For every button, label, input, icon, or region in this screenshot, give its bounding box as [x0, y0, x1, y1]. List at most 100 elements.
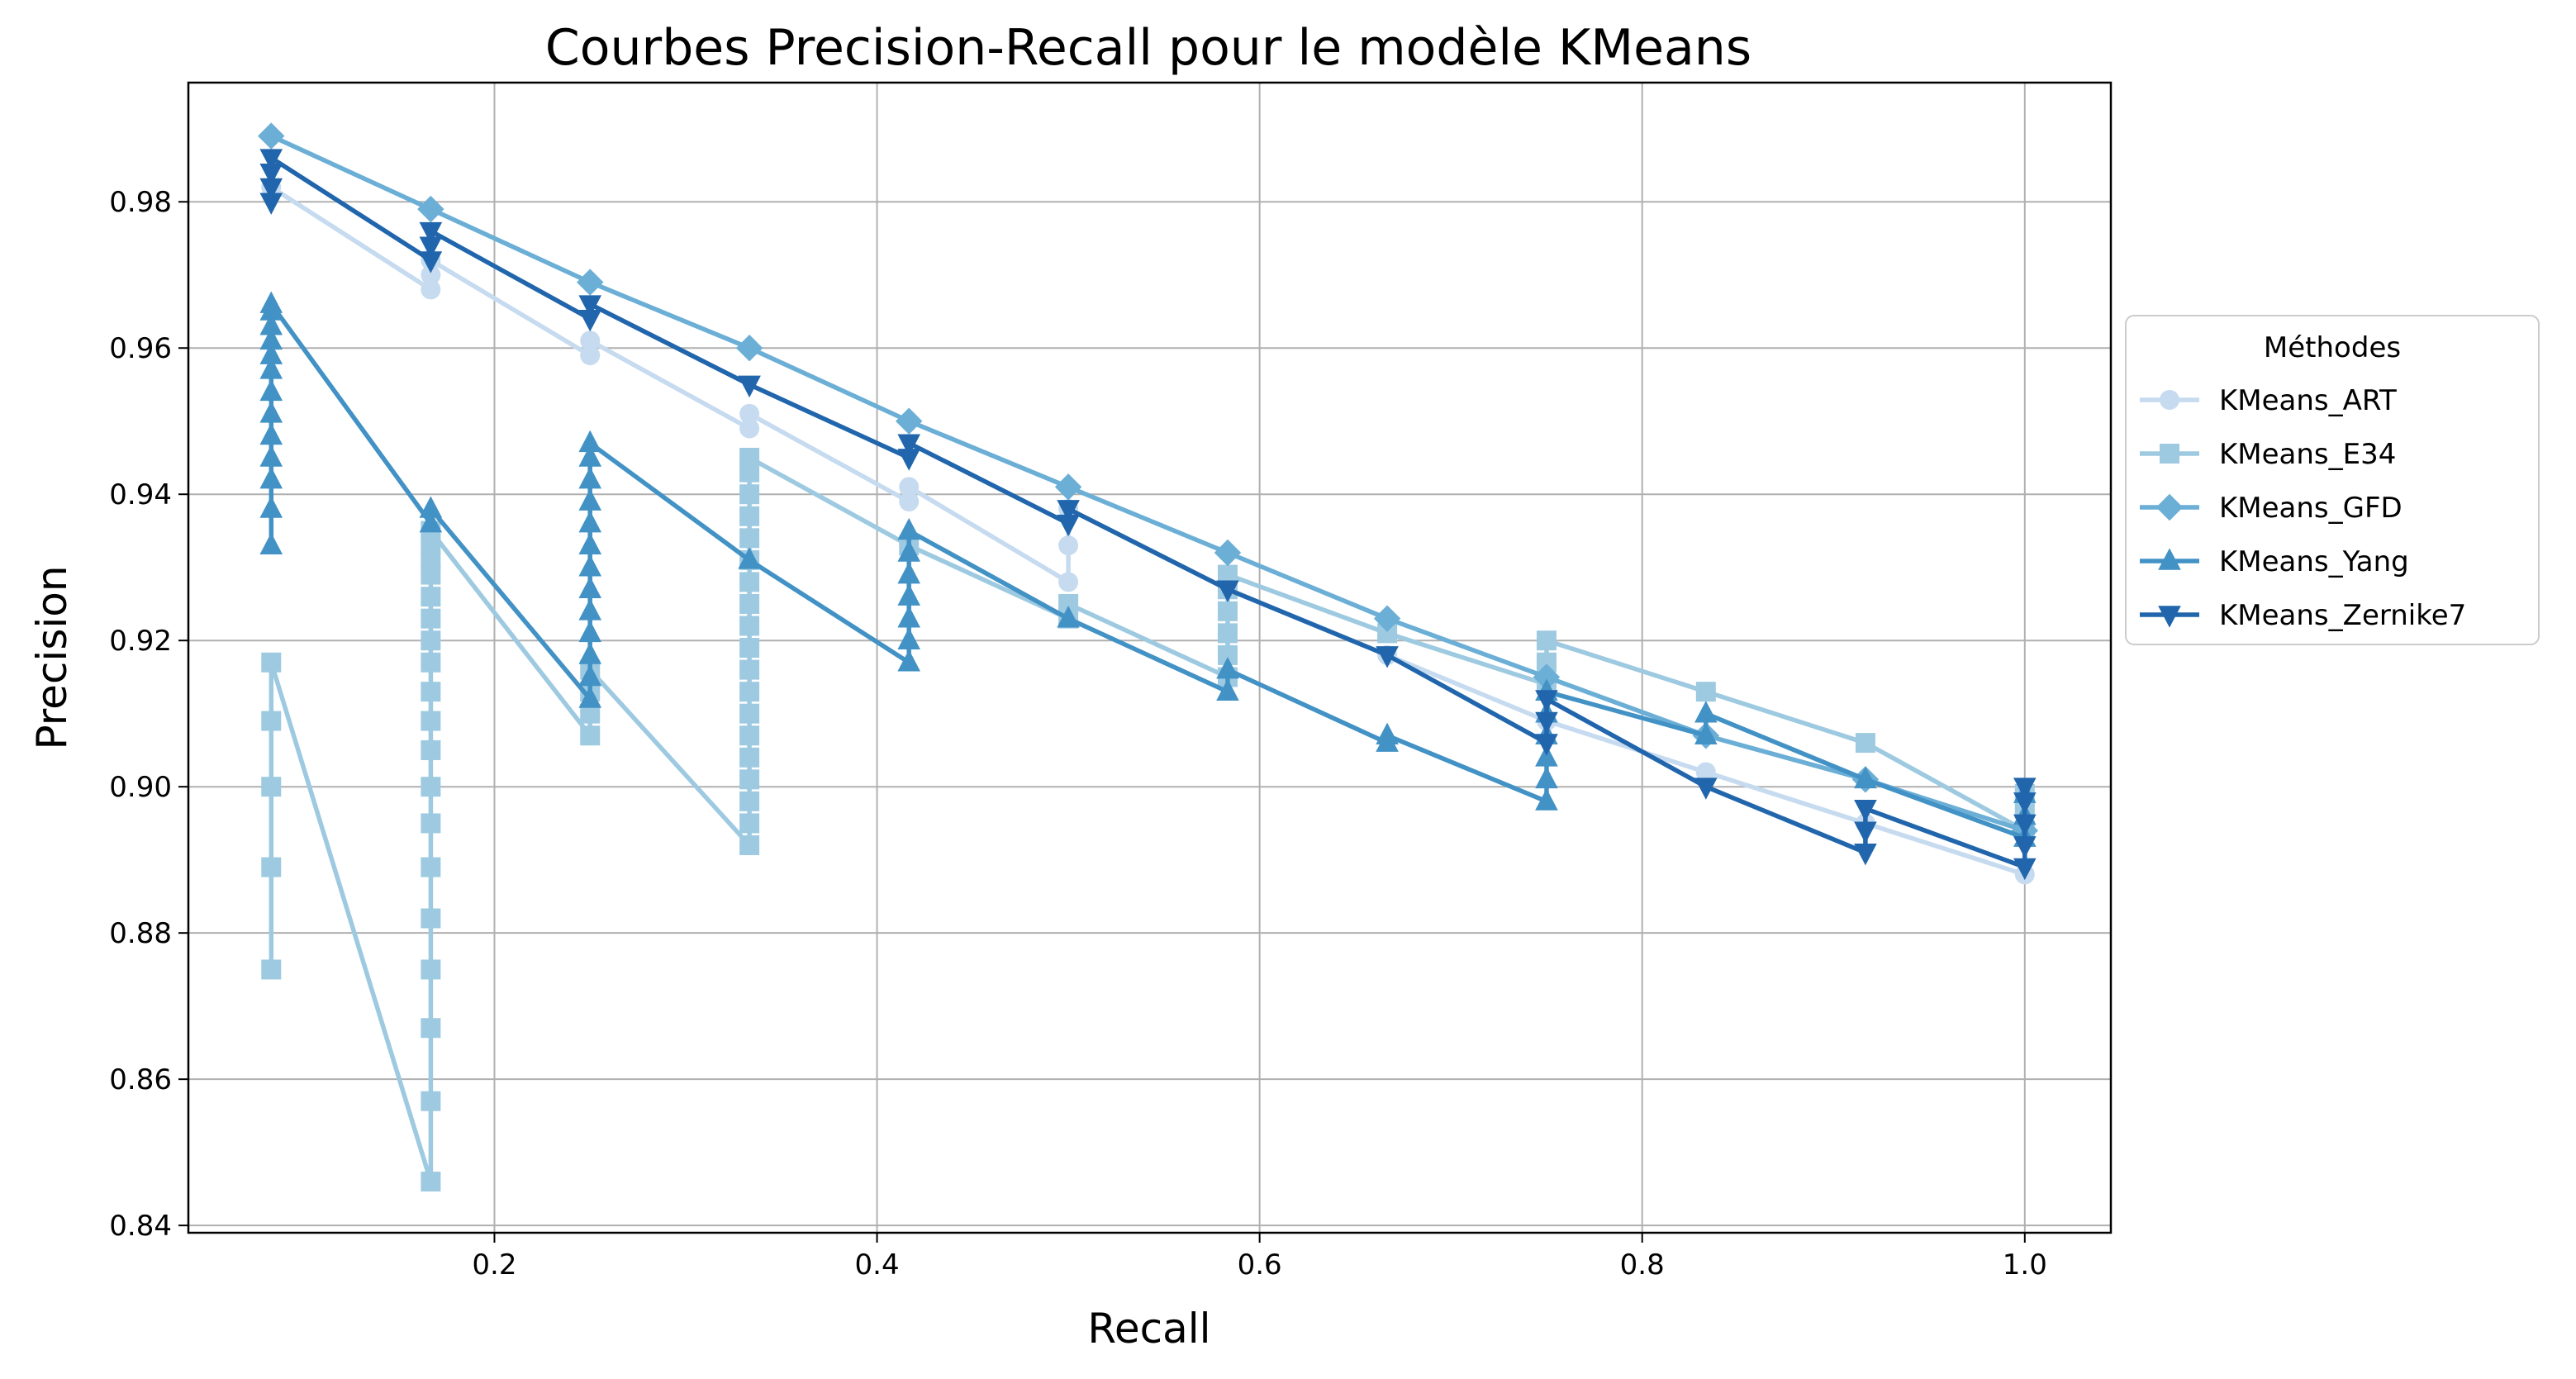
data-point-kmeans-zernike7 — [1216, 580, 1239, 602]
data-point-kmeans-e34 — [739, 659, 760, 680]
data-point-kmeans-e34 — [1536, 630, 1557, 651]
data-point-kmeans-zernike7 — [1535, 690, 1558, 712]
series-layer — [258, 122, 2039, 1192]
data-point-kmeans-e34 — [739, 593, 760, 614]
data-point-kmeans-e34 — [1217, 601, 1238, 621]
y-tick-label: 0.88 — [109, 917, 172, 950]
data-point-kmeans-zernike7 — [2013, 836, 2037, 858]
data-point-kmeans-zernike7 — [259, 149, 283, 171]
data-point-kmeans-e34 — [1217, 623, 1238, 644]
data-point-kmeans-e34 — [421, 777, 441, 797]
data-point-kmeans-zernike7 — [1376, 646, 1399, 668]
data-point-kmeans-e34 — [421, 682, 441, 702]
data-point-kmeans-e34 — [421, 959, 441, 980]
y-tick-label: 0.98 — [109, 186, 172, 219]
data-point-kmeans-yang — [259, 422, 283, 445]
chart-title: Courbes Precision-Recall pour le modèle … — [545, 19, 1751, 77]
data-point-kmeans-zernike7 — [2013, 792, 2037, 815]
y-tick-label: 0.86 — [109, 1063, 172, 1096]
data-point-kmeans-art — [899, 477, 920, 497]
y-tick-label: 0.94 — [109, 478, 172, 511]
legend-title: Méthodes — [2264, 331, 2401, 364]
data-point-kmeans-e34 — [739, 813, 760, 834]
data-point-kmeans-art — [1695, 762, 1716, 782]
series-kmeans-zernike7 — [259, 149, 2037, 881]
data-point-kmeans-gfd — [1214, 539, 1242, 567]
series-line-kmeans-gfd — [270, 134, 2026, 833]
legend-entry-kmeans-e34: KMeans_E34 — [2140, 438, 2396, 471]
data-point-kmeans-zernike7 — [1535, 734, 1558, 756]
data-point-kmeans-zernike7 — [1854, 799, 1877, 822]
data-point-kmeans-e34 — [421, 587, 441, 607]
data-point-kmeans-yang — [897, 561, 921, 584]
legend-label-kmeans-e34: KMeans_E34 — [2219, 438, 2396, 471]
legend-marker-kmeans-gfd — [2155, 493, 2184, 521]
y-tick-label: 0.84 — [109, 1210, 172, 1243]
data-point-kmeans-e34 — [580, 725, 601, 746]
data-point-kmeans-yang — [1216, 678, 1239, 701]
data-point-kmeans-e34 — [421, 857, 441, 877]
data-point-kmeans-e34 — [739, 769, 760, 790]
data-point-kmeans-yang — [259, 401, 283, 423]
legend-entry-kmeans-yang: KMeans_Yang — [2140, 545, 2409, 578]
data-point-kmeans-e34 — [739, 725, 760, 746]
legend-box — [2125, 315, 2540, 645]
data-point-kmeans-zernike7 — [419, 236, 443, 259]
grid — [188, 83, 2111, 1233]
data-point-kmeans-art — [1058, 535, 1079, 556]
data-point-kmeans-yang — [419, 496, 443, 518]
data-point-kmeans-art — [580, 345, 601, 366]
data-point-kmeans-yang — [738, 547, 761, 569]
data-point-kmeans-e34 — [739, 528, 760, 549]
data-point-kmeans-art — [421, 264, 441, 285]
y-axis-label: Precision — [28, 565, 76, 749]
legend-label-kmeans-art: KMeans_ART — [2219, 384, 2397, 417]
y-tick-label: 0.90 — [109, 771, 172, 804]
data-point-kmeans-yang — [578, 466, 602, 489]
data-point-kmeans-e34 — [421, 739, 441, 760]
data-point-kmeans-yang — [578, 663, 602, 687]
data-point-kmeans-zernike7 — [738, 375, 761, 398]
data-point-kmeans-yang — [259, 496, 283, 518]
data-point-kmeans-yang — [419, 511, 443, 533]
data-point-kmeans-art — [739, 403, 760, 424]
x-tick-label: 0.6 — [1238, 1248, 1282, 1282]
data-point-kmeans-yang — [578, 576, 602, 599]
data-point-kmeans-e34 — [421, 711, 441, 731]
data-point-kmeans-zernike7 — [897, 449, 921, 471]
data-point-kmeans-art — [739, 418, 760, 439]
data-point-kmeans-e34 — [261, 857, 282, 877]
data-point-kmeans-yang — [259, 327, 283, 350]
data-point-kmeans-yang — [1376, 722, 1399, 745]
data-point-kmeans-e34 — [421, 630, 441, 651]
data-point-kmeans-zernike7 — [259, 164, 283, 186]
data-point-kmeans-yang — [1535, 766, 1558, 789]
data-point-kmeans-e34 — [1855, 733, 1875, 754]
data-point-kmeans-gfd — [577, 269, 604, 296]
data-point-kmeans-e34 — [1695, 682, 1716, 702]
x-tick-label: 0.8 — [1620, 1248, 1665, 1282]
data-point-kmeans-gfd — [735, 335, 763, 362]
data-point-kmeans-e34 — [261, 711, 282, 731]
data-point-kmeans-e34 — [261, 959, 282, 980]
data-point-kmeans-e34 — [261, 777, 282, 797]
data-point-kmeans-zernike7 — [1057, 514, 1080, 537]
data-point-kmeans-art — [1058, 572, 1079, 592]
data-point-kmeans-zernike7 — [2013, 814, 2037, 837]
x-tick-label: 1.0 — [2003, 1248, 2047, 1282]
data-point-kmeans-gfd — [1054, 473, 1082, 501]
data-point-kmeans-zernike7 — [578, 310, 602, 332]
data-point-kmeans-zernike7 — [2013, 777, 2037, 800]
data-point-kmeans-yang — [897, 540, 921, 562]
data-point-kmeans-zernike7 — [1057, 500, 1080, 522]
data-point-kmeans-yang — [578, 430, 602, 453]
data-point-kmeans-yang — [897, 517, 921, 540]
data-point-kmeans-e34 — [421, 608, 441, 629]
legend-marker-kmeans-art — [2160, 390, 2179, 410]
x-tick-label: 0.2 — [472, 1248, 516, 1282]
data-point-kmeans-yang — [578, 445, 602, 467]
data-point-kmeans-yang — [1057, 606, 1080, 628]
data-point-kmeans-yang — [897, 583, 921, 606]
data-point-kmeans-gfd — [417, 195, 444, 223]
